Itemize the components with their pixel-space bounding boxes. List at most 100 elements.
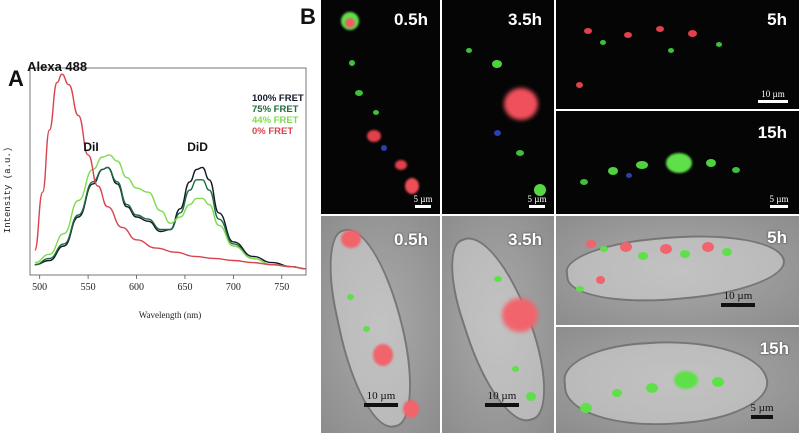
red-spot xyxy=(688,30,697,37)
green-spot xyxy=(466,48,472,53)
red-spot xyxy=(405,178,419,194)
legend-entry: 0% FRET xyxy=(252,126,293,137)
green-spot xyxy=(638,252,648,260)
annotation-label: Alexa 488 xyxy=(27,60,87,74)
scale-bar-label: 10 µm xyxy=(723,290,753,302)
scale-bar: 10 µm xyxy=(716,290,760,307)
green-spot xyxy=(512,366,519,372)
time-label: 15h xyxy=(757,123,787,142)
red-spot xyxy=(596,276,605,284)
green-spot xyxy=(600,246,608,252)
blue-spot xyxy=(381,145,387,151)
red-spot xyxy=(367,130,381,142)
green-spot xyxy=(646,383,658,393)
scale-bar: 5 µm xyxy=(412,194,434,208)
panel-a-label: A xyxy=(8,66,24,91)
x-tick-label: 600 xyxy=(129,282,144,293)
green-spot xyxy=(347,294,354,300)
legend-entry: 44% FRET xyxy=(252,115,299,126)
red-spot xyxy=(702,242,714,252)
time-label: 0.5h xyxy=(393,10,428,29)
legend-entry: 100% FRET xyxy=(252,93,304,104)
scale-bar-label: 5 µm xyxy=(769,194,789,204)
red-spot xyxy=(620,242,632,252)
merged-0-5h: 0.5h 10 µm xyxy=(321,216,440,433)
green-spot xyxy=(534,184,546,196)
green-spot xyxy=(492,60,502,68)
red-spot xyxy=(656,26,664,32)
scale-bar: 10 µm xyxy=(482,390,522,407)
green-spot xyxy=(674,371,698,389)
green-spot xyxy=(363,326,370,332)
green-spot xyxy=(355,90,363,96)
red-spot xyxy=(576,82,583,88)
merged-5h: 5h 10 µm xyxy=(556,216,799,325)
red-spot xyxy=(403,400,419,418)
x-tick-label: 700 xyxy=(226,282,241,293)
green-spot xyxy=(600,40,606,45)
annotation-label: DiD xyxy=(187,140,208,154)
green-spot xyxy=(580,403,592,413)
x-axis-title: Wavelength (nm) xyxy=(139,310,202,320)
time-label: 15h xyxy=(759,339,789,358)
time-label: 0.5h xyxy=(393,230,428,249)
green-spot xyxy=(580,179,588,185)
green-spot xyxy=(716,42,722,47)
green-spot xyxy=(668,48,674,53)
time-label: 3.5h xyxy=(507,10,542,29)
green-spot xyxy=(608,167,618,175)
scale-bar-label: 5 µm xyxy=(527,194,547,204)
green-spot xyxy=(349,60,355,66)
time-label: 3.5h xyxy=(507,230,542,249)
scale-bar: 5 µm xyxy=(767,194,791,208)
scale-bar: 10 µm xyxy=(755,89,791,103)
green-spot xyxy=(612,389,622,397)
fluorescence-0-5h: 0.5h 5 µm xyxy=(321,0,440,214)
merged-15h: 15h 5 µm xyxy=(556,327,799,433)
y-axis-title: Intensity (a.u.) xyxy=(3,147,13,233)
series-line-2 xyxy=(34,154,307,270)
merged-3-5h: 3.5h 10 µm xyxy=(442,216,554,433)
fluorescence-5h: 5h 10 µm xyxy=(556,0,799,109)
cell-outline xyxy=(561,333,771,433)
red-spot xyxy=(395,160,407,170)
green-spot xyxy=(636,161,648,169)
red-spot xyxy=(341,230,361,248)
green-spot xyxy=(666,153,692,173)
x-tick-label: 550 xyxy=(81,282,96,293)
green-spot xyxy=(712,377,724,387)
green-spot xyxy=(576,286,584,292)
red-spot xyxy=(660,244,672,254)
scale-bar: 5 µm xyxy=(747,402,777,419)
legend-entry: 75% FRET xyxy=(252,104,299,115)
red-spot xyxy=(504,88,538,120)
green-spot xyxy=(706,159,716,167)
red-spot xyxy=(624,32,632,38)
annotation-label: DiI xyxy=(83,140,98,154)
red-spot xyxy=(373,344,393,366)
fret-spectra-chart: 500 550 600 650 700 750 Alexa 488 DiI DiD 100% … xyxy=(3,60,307,320)
scale-bar-label: 5 µm xyxy=(413,194,433,204)
green-spot xyxy=(526,392,536,401)
green-spot xyxy=(494,276,502,282)
scale-bar-label: 10 µm xyxy=(761,89,785,99)
panel-b-label: B xyxy=(300,4,316,29)
time-label: 5h xyxy=(767,10,787,29)
scale-bar: 10 µm xyxy=(361,390,401,407)
red-spot xyxy=(345,18,355,28)
scale-bar-label: 10 µm xyxy=(366,390,396,402)
blue-spot xyxy=(494,130,501,136)
x-tick-label: 500 xyxy=(32,282,47,293)
fluorescence-15h: 15h 5 µm xyxy=(556,111,799,214)
time-label: 5h xyxy=(767,228,787,247)
series-line-3 xyxy=(34,73,307,270)
series-line-0 xyxy=(34,166,307,270)
red-spot xyxy=(584,28,592,34)
scale-bar-label: 5 µm xyxy=(750,402,774,414)
red-spot xyxy=(586,240,596,248)
plot-frame xyxy=(29,67,307,276)
fluorescence-3-5h: 3.5h 5 µm xyxy=(442,0,554,214)
green-spot xyxy=(516,150,524,156)
blue-spot xyxy=(626,173,632,178)
green-spot xyxy=(732,167,740,173)
